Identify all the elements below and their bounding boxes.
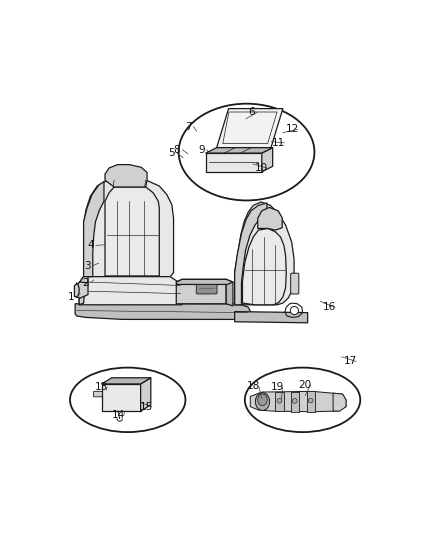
Text: 8: 8 (173, 144, 180, 155)
Circle shape (292, 399, 297, 403)
Text: 18: 18 (247, 381, 260, 391)
Polygon shape (102, 384, 141, 411)
Text: 11: 11 (272, 138, 286, 148)
Text: 14: 14 (112, 410, 125, 420)
Polygon shape (105, 165, 147, 187)
Polygon shape (226, 279, 233, 306)
Text: 6: 6 (248, 107, 255, 117)
Text: 1: 1 (68, 292, 74, 302)
Polygon shape (84, 182, 104, 277)
Text: 19: 19 (270, 382, 284, 392)
Polygon shape (333, 393, 346, 411)
Polygon shape (250, 391, 346, 411)
Polygon shape (79, 277, 182, 305)
Ellipse shape (255, 393, 270, 410)
Text: 20: 20 (299, 379, 312, 390)
Polygon shape (235, 202, 294, 305)
Polygon shape (258, 207, 282, 230)
Text: 3: 3 (84, 261, 90, 271)
FancyBboxPatch shape (291, 273, 299, 294)
Text: 10: 10 (254, 163, 268, 173)
Ellipse shape (258, 394, 267, 406)
Polygon shape (176, 279, 233, 285)
Polygon shape (262, 148, 273, 172)
Polygon shape (176, 279, 226, 304)
Text: 13: 13 (95, 382, 108, 392)
Text: 7: 7 (185, 122, 191, 132)
Polygon shape (217, 109, 283, 148)
Polygon shape (206, 148, 273, 153)
Text: 4: 4 (87, 240, 94, 251)
Circle shape (308, 398, 313, 403)
Polygon shape (235, 203, 267, 305)
Text: 17: 17 (344, 357, 357, 367)
Text: 12: 12 (286, 124, 299, 134)
Polygon shape (243, 229, 286, 305)
FancyBboxPatch shape (196, 285, 217, 294)
Polygon shape (141, 378, 151, 411)
Polygon shape (206, 153, 262, 172)
Polygon shape (79, 277, 88, 305)
Circle shape (277, 398, 282, 403)
Polygon shape (75, 304, 251, 319)
Text: 15: 15 (140, 402, 153, 411)
Circle shape (290, 306, 298, 314)
Polygon shape (84, 177, 173, 277)
Polygon shape (105, 187, 159, 276)
Polygon shape (291, 392, 299, 411)
Text: 5: 5 (169, 148, 175, 158)
Polygon shape (307, 391, 315, 411)
FancyBboxPatch shape (93, 391, 102, 397)
Text: 2: 2 (82, 278, 88, 288)
Polygon shape (235, 312, 307, 323)
Polygon shape (74, 282, 88, 298)
Polygon shape (102, 378, 151, 384)
Text: 9: 9 (198, 144, 205, 155)
Text: 16: 16 (322, 302, 336, 312)
Polygon shape (276, 392, 284, 411)
